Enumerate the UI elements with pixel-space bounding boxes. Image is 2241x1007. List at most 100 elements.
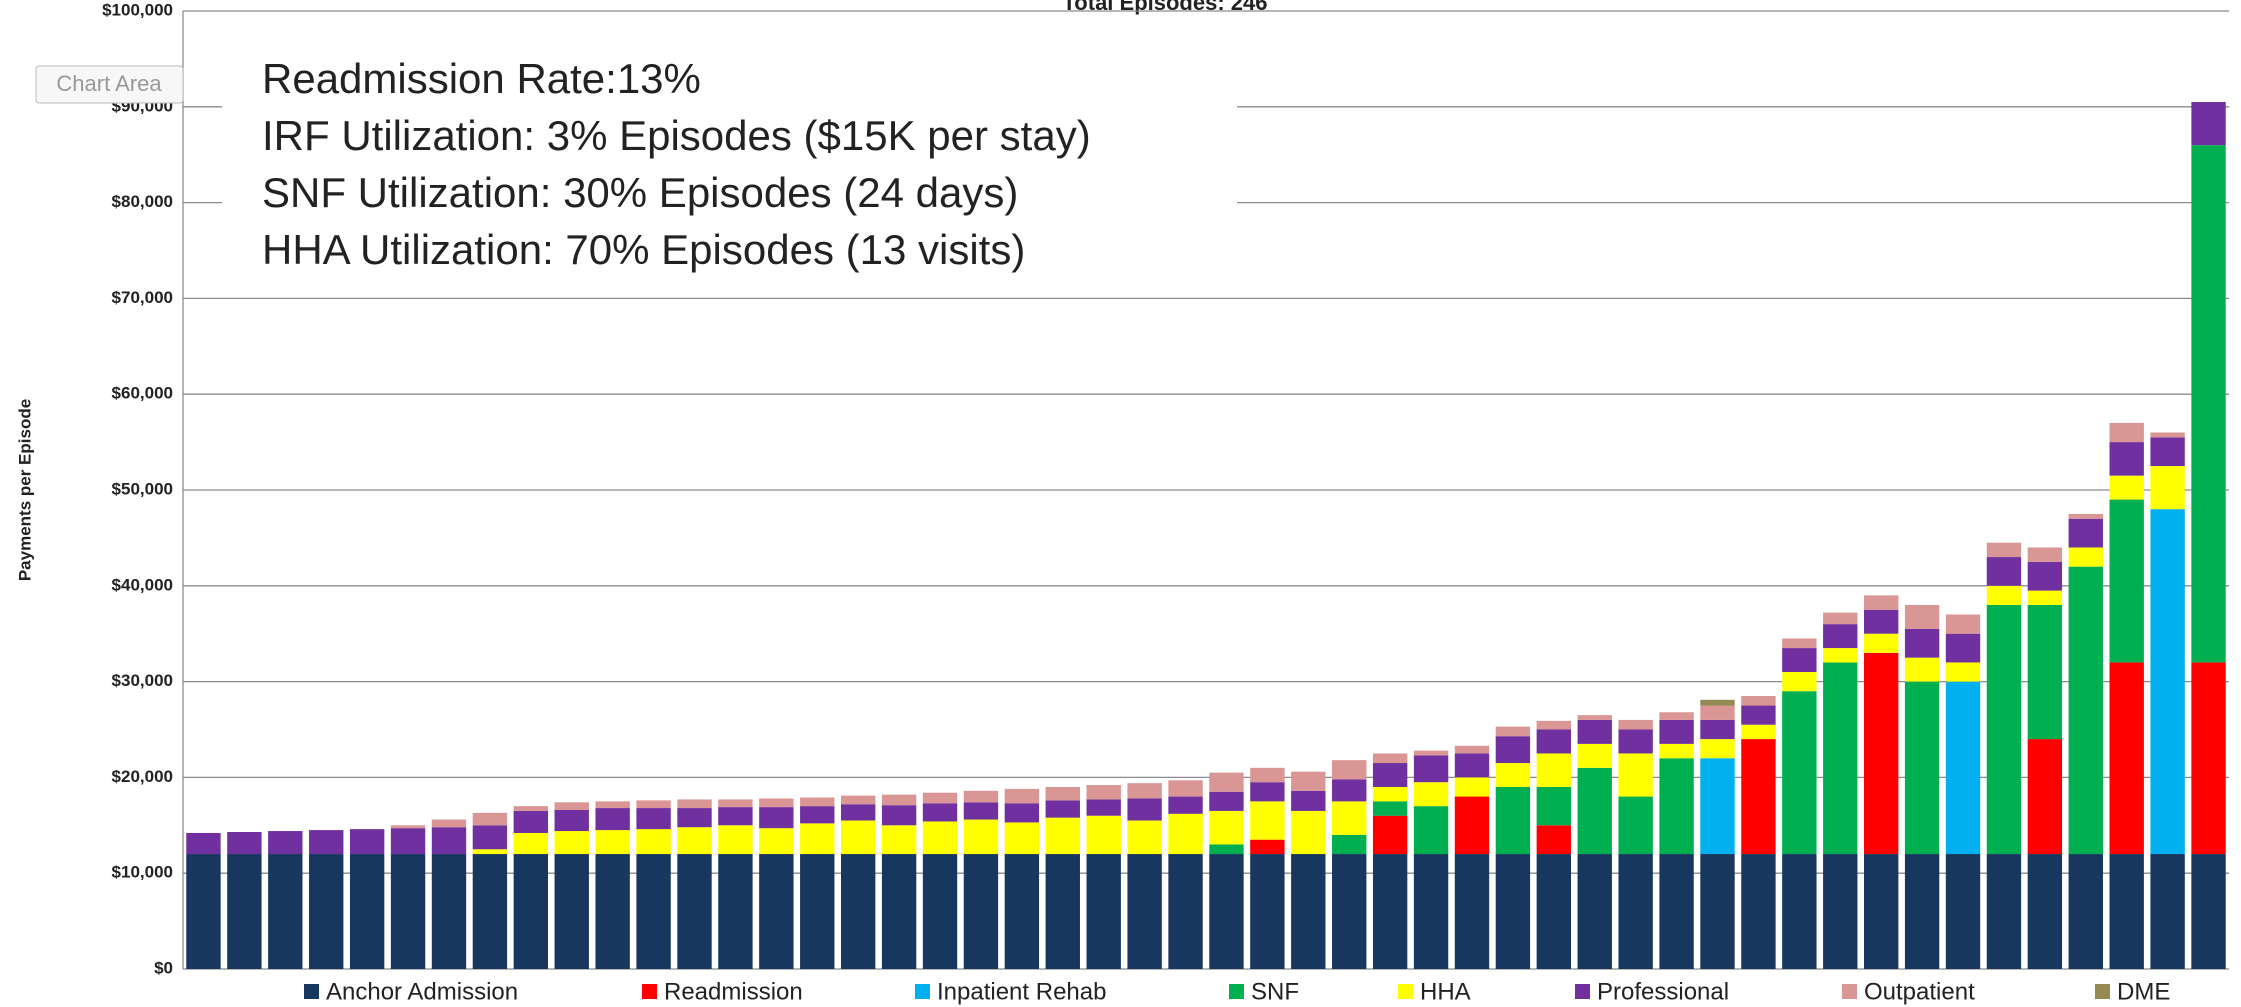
bar-segment (1495, 854, 1531, 969)
bar-segment (1577, 719, 1612, 744)
legend-label: SNF (1251, 978, 1299, 1005)
bar-segment (554, 809, 589, 832)
bar-segment (1291, 810, 1326, 855)
legend-swatch (642, 984, 657, 999)
bar-segment (1372, 763, 1408, 787)
bar-segment (1372, 786, 1408, 802)
annotation: IRF Utilization: 3% Episodes ($15K per s… (262, 112, 1091, 159)
bar-segment (1945, 614, 1981, 634)
legend-label: Inpatient Rehab (937, 978, 1106, 1005)
bar-segment (1332, 801, 1367, 835)
bar-segment (840, 820, 876, 855)
bar-segment (1332, 834, 1367, 855)
bar-segment (186, 832, 221, 855)
y-tick-label: $20,000 (112, 767, 173, 786)
bar-segment (227, 832, 262, 855)
bar-segment (186, 854, 221, 969)
bar-segment (1372, 854, 1408, 969)
bar-segment (2191, 854, 2226, 969)
bar-segment (2027, 604, 2063, 740)
bar-segment (309, 830, 344, 855)
bar-segment (1659, 719, 1694, 744)
bar-segment (759, 798, 794, 808)
bar-segment (881, 825, 917, 855)
bar-segment (431, 854, 467, 969)
bar-segment (1700, 758, 1735, 855)
bar-segment (513, 854, 549, 969)
bar-segment (1945, 854, 1981, 969)
legend-swatch (1842, 984, 1857, 999)
bar-segment (595, 801, 630, 809)
bar-segment (1209, 772, 1244, 792)
bar-segment (677, 827, 712, 855)
bar-segment (2027, 739, 2063, 855)
y-tick-label: $60,000 (112, 384, 173, 403)
bar-segment (963, 819, 999, 855)
bar-segment (2068, 518, 2103, 548)
tooltip-box (35, 65, 184, 104)
bar-segment (1291, 790, 1326, 811)
bar-segment (1454, 854, 1490, 969)
legend-swatch (1398, 984, 1413, 999)
bar-segment (881, 794, 917, 806)
bar-segment (1250, 839, 1285, 855)
bar-segment (1659, 758, 1694, 855)
bar-segment (472, 849, 508, 855)
bar-segment (1127, 798, 1162, 821)
bar-segment (2027, 854, 2063, 969)
bar-segment (595, 808, 630, 831)
bar-segment (1700, 739, 1735, 759)
bar-segment (349, 829, 385, 855)
bar-segment (718, 854, 753, 969)
bar-segment (2109, 442, 2144, 476)
legend: Anchor Admission Readmission Inpatient Reh… (304, 978, 2170, 1005)
bar-segment (2109, 475, 2144, 500)
bar-segment (1291, 771, 1326, 791)
bar-segment (1986, 542, 2022, 558)
y-tick-label: $10,000 (112, 863, 173, 882)
bar-segment (963, 790, 999, 803)
bar-segment (1004, 822, 1040, 855)
bar-segment (1209, 854, 1244, 969)
y-tick-label: $40,000 (112, 575, 173, 594)
bar-segment (1618, 854, 1653, 969)
bar-segment (1782, 672, 1817, 692)
bar-segment (1127, 820, 1162, 855)
legend-label: HHA (1420, 978, 1471, 1005)
bar-segment (1782, 854, 1817, 969)
bar-segment (1700, 705, 1735, 720)
bar-segment (922, 803, 958, 822)
annotation-box (222, 57, 1237, 286)
bar-segment (1250, 767, 1285, 783)
bar-segment (513, 810, 549, 833)
annotation: SNF Utilization: 30% Episodes (24 days) (262, 169, 1018, 216)
bar-segment (227, 854, 262, 969)
bar-segment (800, 854, 835, 969)
bar-segment (922, 821, 958, 855)
bar-segment (1004, 803, 1040, 823)
legend-swatch (304, 984, 319, 999)
bar-segment (472, 825, 508, 850)
bar-segment (881, 805, 917, 826)
bar-segment (1332, 854, 1367, 969)
bars (186, 102, 2226, 969)
bar-segment (1823, 612, 1858, 625)
bar-segment (309, 854, 344, 969)
y-tick-label: $0 (154, 958, 173, 977)
bar-segment (677, 854, 712, 969)
bar-segment (1209, 810, 1244, 845)
bar-segment (1945, 633, 1981, 663)
bar-segment (1945, 681, 1981, 855)
bar-segment (1782, 638, 1817, 649)
bar-segment (677, 799, 712, 809)
bar-segment (1454, 796, 1490, 855)
y-tick-label: $50,000 (112, 479, 173, 498)
bar-segment (1495, 736, 1531, 764)
bar-segment (1904, 628, 1940, 658)
bar-segment (1577, 743, 1612, 768)
bar-segment (922, 854, 958, 969)
bar-segment (2068, 566, 2103, 855)
bar-segment (1618, 796, 1653, 855)
bar-segment (1741, 695, 1776, 706)
legend-label: Outpatient (1864, 978, 1975, 1005)
